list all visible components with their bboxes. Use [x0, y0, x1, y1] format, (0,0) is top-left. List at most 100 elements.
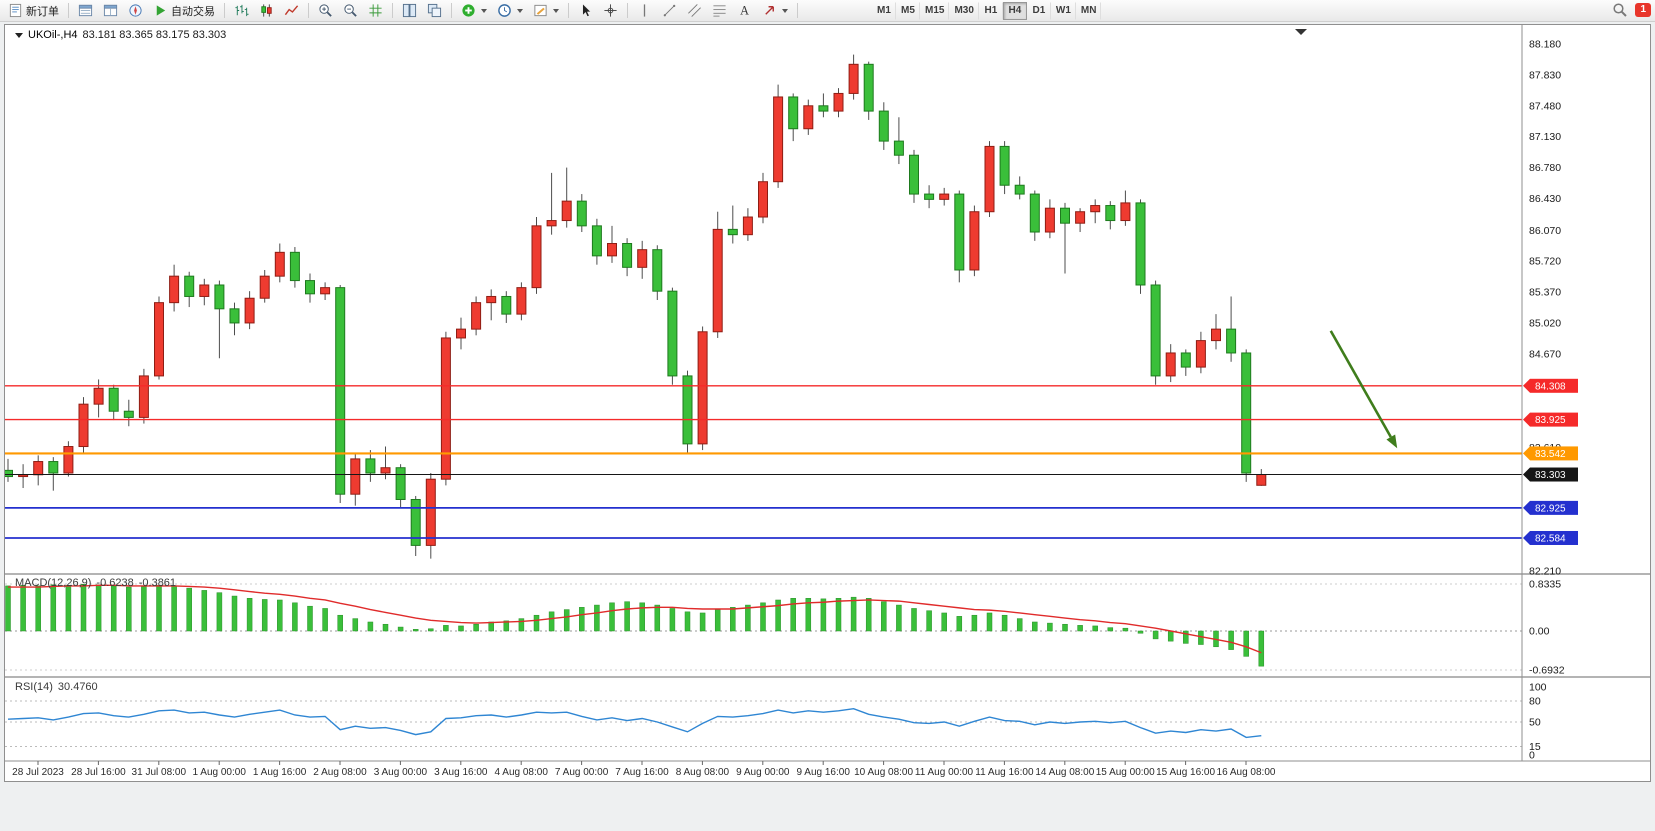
- search-icon: [1613, 3, 1628, 17]
- dropdown-arrow-icon: [553, 8, 559, 13]
- market-watch-button[interactable]: [73, 1, 98, 21]
- candle-chart-icon: [259, 3, 274, 18]
- template-icon: [533, 3, 548, 18]
- svg-text:A: A: [740, 4, 749, 18]
- timeframe-m30[interactable]: M30: [949, 1, 979, 20]
- svg-text:0: 0: [1529, 750, 1535, 762]
- indicator-add-icon: [461, 3, 476, 18]
- price-tag: [1523, 412, 1530, 427]
- svg-text:83.303: 83.303: [1535, 470, 1566, 481]
- svg-text:83.925: 83.925: [1535, 415, 1566, 426]
- zoom-out-button[interactable]: [338, 1, 363, 21]
- fibonacci-icon: [712, 3, 727, 18]
- toolbar-separator: [627, 3, 628, 18]
- vline-icon: [637, 3, 652, 18]
- svg-text:80: 80: [1529, 696, 1541, 708]
- candles: [5, 54, 1267, 559]
- arrows-button[interactable]: [757, 1, 793, 21]
- auto-trading-button-label: 自动交易: [171, 5, 215, 18]
- svg-text:2 Aug 08:00: 2 Aug 08:00: [313, 767, 367, 778]
- timeframe-m1[interactable]: M1: [872, 1, 896, 20]
- price-axis-labels: 88.180 87.830 87.480 87.130 86.780 86.430 86.0…: [1529, 39, 1565, 762]
- arrow-tool-icon: [762, 3, 777, 18]
- svg-text:83.542: 83.542: [1535, 449, 1566, 460]
- cursor-icon: [578, 3, 593, 18]
- svg-text:10 Aug 08:00: 10 Aug 08:00: [854, 767, 913, 778]
- macd-histogram: [5, 583, 1265, 667]
- chart-canvas[interactable]: 88.180 87.830 87.480 87.130 86.780 86.430 86.0…: [5, 25, 1650, 781]
- timeframe-m15[interactable]: M15: [920, 1, 950, 20]
- indicators-button[interactable]: [456, 1, 492, 21]
- svg-text:1 Aug 00:00: 1 Aug 00:00: [193, 767, 247, 778]
- zoom-in-icon: [318, 3, 333, 18]
- cascade-windows-button[interactable]: [422, 1, 447, 21]
- svg-text:-0.6932: -0.6932: [1529, 665, 1565, 677]
- svg-text:87.130: 87.130: [1529, 131, 1561, 143]
- toolbar-separator: [451, 3, 452, 18]
- clock-icon: [497, 3, 512, 18]
- tile-icon: [402, 3, 417, 18]
- timeframe-w1[interactable]: W1: [1051, 1, 1076, 20]
- navigator-button[interactable]: [123, 1, 148, 21]
- vertical-line-button[interactable]: [632, 1, 657, 21]
- svg-text:4 Aug 08:00: 4 Aug 08:00: [495, 767, 549, 778]
- timeframe-h4[interactable]: H4: [1002, 1, 1027, 20]
- text-a-icon: A: [737, 3, 752, 18]
- timeframe-m5[interactable]: M5: [896, 1, 920, 20]
- svg-text:82.210: 82.210: [1529, 566, 1561, 578]
- svg-text:1 Aug 16:00: 1 Aug 16:00: [253, 767, 307, 778]
- toolbar-right: 1: [1612, 2, 1651, 18]
- new-order-button[interactable]: 新订单: [3, 1, 64, 21]
- channel-icon: [687, 3, 702, 18]
- svg-text:85.020: 85.020: [1529, 317, 1561, 329]
- svg-text:82.584: 82.584: [1535, 533, 1566, 544]
- notification-badge[interactable]: 1: [1635, 3, 1651, 17]
- timeframe-h1[interactable]: H1: [979, 1, 1003, 20]
- line-chart-button[interactable]: [279, 1, 304, 21]
- svg-text:84.670: 84.670: [1529, 348, 1561, 360]
- chart-window[interactable]: 88.180 87.830 87.480 87.130 86.780 86.430 86.0…: [4, 24, 1651, 782]
- navigator-icon: [128, 3, 143, 18]
- svg-text:3 Aug 16:00: 3 Aug 16:00: [434, 767, 488, 778]
- timeframe-mn[interactable]: MN: [1076, 1, 1102, 20]
- macd-signal-line: [8, 584, 1262, 654]
- grid-button[interactable]: [363, 1, 388, 21]
- auto-trading-button[interactable]: 自动交易: [148, 1, 220, 21]
- new-order-button-label: 新订单: [26, 5, 59, 18]
- data-window-icon: [103, 3, 118, 18]
- fibonacci-button[interactable]: [707, 1, 732, 21]
- svg-text:15 Aug 16:00: 15 Aug 16:00: [1156, 767, 1215, 778]
- price-level-lines[interactable]: [5, 385, 1522, 539]
- data-window-button[interactable]: [98, 1, 123, 21]
- trend-arrow-annotation[interactable]: [1329, 330, 1398, 449]
- svg-text:0.8335: 0.8335: [1529, 579, 1561, 591]
- candle-chart-button[interactable]: [254, 1, 279, 21]
- svg-text:15: 15: [1529, 741, 1541, 753]
- svg-text:82.925: 82.925: [1535, 503, 1566, 514]
- templates-button[interactable]: [528, 1, 564, 21]
- svg-text:50: 50: [1529, 717, 1541, 729]
- svg-text:14 Aug 08:00: 14 Aug 08:00: [1035, 767, 1094, 778]
- new-order-icon: [8, 3, 23, 18]
- cursor-button[interactable]: [573, 1, 598, 21]
- periods-button[interactable]: [492, 1, 528, 21]
- svg-text:28 Jul 16:00: 28 Jul 16:00: [71, 767, 126, 778]
- toolbar-items: 新订单 自动交易 A M1 M5 M15 M30 H1 H4 D1 W1 MN: [3, 0, 1102, 21]
- price-tags: 84.308 83.925 83.542 83.303 82.925 82.584: [1523, 378, 1578, 545]
- toolbar-separator: [392, 3, 393, 18]
- trendline-button[interactable]: [657, 1, 682, 21]
- search-button[interactable]: [1612, 2, 1628, 18]
- crosshair-button[interactable]: [598, 1, 623, 21]
- channel-button[interactable]: [682, 1, 707, 21]
- price-tag: [1523, 530, 1530, 545]
- bar-chart-button[interactable]: [229, 1, 254, 21]
- svg-text:15 Aug 00:00: 15 Aug 00:00: [1096, 767, 1155, 778]
- tile-windows-button[interactable]: [397, 1, 422, 21]
- zoom-in-button[interactable]: [313, 1, 338, 21]
- svg-text:84.308: 84.308: [1535, 381, 1566, 392]
- timeframe-d1[interactable]: D1: [1027, 1, 1051, 20]
- text-button[interactable]: A: [732, 1, 757, 21]
- svg-text:31 Jul 08:00: 31 Jul 08:00: [132, 767, 187, 778]
- svg-text:85.720: 85.720: [1529, 256, 1561, 268]
- toolbar-separator: [797, 3, 798, 18]
